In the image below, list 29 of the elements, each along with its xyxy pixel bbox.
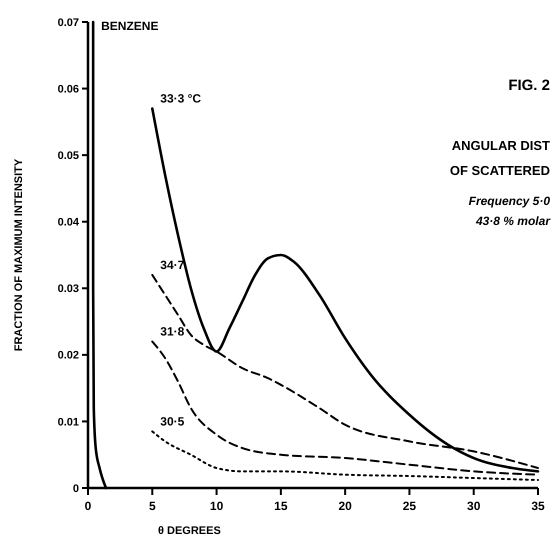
x-tick-label: 5 (148, 499, 156, 513)
x-tick-label: 10 (210, 499, 224, 513)
x-tick-label: 20 (338, 499, 352, 513)
y-tick-label: 0.03 (58, 283, 79, 296)
y-tick-label: 0.04 (58, 216, 80, 229)
y-tick-label: 0 (72, 482, 79, 495)
x-tick-label: 30 (467, 499, 481, 513)
y-axis-title: FRACTION OF MAXIMUM INTENSITY (13, 158, 25, 352)
line-series (151, 430, 539, 482)
series-label: 33·3 °C (160, 92, 202, 106)
series-label: 31·8 (160, 324, 185, 339)
x-tick-label: 25 (402, 499, 416, 513)
annotation: 43·8 % molar (474, 214, 552, 228)
y-tick-label: 0.06 (58, 83, 79, 96)
annotation: FIG. 2 (508, 77, 550, 94)
y-tick-label: 0.02 (58, 350, 79, 362)
annotation: ANGULAR DIST (452, 138, 550, 153)
y-tick-label: 0.05 (58, 150, 79, 162)
series-label: BENZENE (101, 19, 158, 33)
series-label: 30·5 (160, 414, 185, 428)
x-tick-label: 15 (274, 499, 288, 513)
x-tick-label: 0 (84, 499, 92, 513)
y-tick-label: 0.01 (58, 416, 79, 428)
annotation: OF SCATTERED (450, 163, 550, 178)
y-tick-label: 0.07 (58, 16, 79, 29)
x-tick-label: 35 (531, 499, 545, 513)
annotation: Frequency 5·0 (468, 194, 550, 208)
series-label: 34·7 (160, 258, 185, 272)
x-axis-title: θ DEGREES (158, 525, 221, 537)
